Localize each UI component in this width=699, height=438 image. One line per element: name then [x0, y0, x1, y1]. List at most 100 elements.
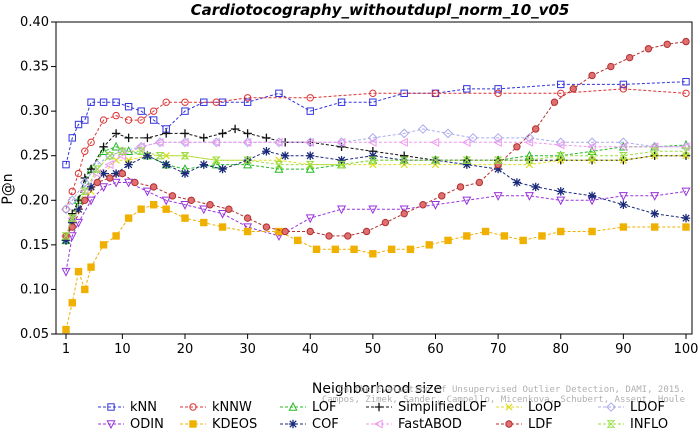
data-point-cof [337, 155, 346, 165]
data-point-inflo [67, 214, 77, 222]
x-tick-label: 100 [674, 342, 699, 357]
data-point-inflo [556, 152, 566, 160]
data-point-simplifiedlof [180, 129, 190, 138]
data-point-ldf [81, 196, 89, 204]
x-tick-label: 20 [177, 342, 194, 357]
data-point-cof [493, 164, 503, 174]
data-point-lof [305, 163, 315, 173]
legend-item-odin: ODIN [98, 417, 164, 432]
data-point-knn [68, 134, 76, 142]
legend-item-knnw: kNNW [180, 400, 252, 415]
legend-label: LDOF [630, 400, 665, 415]
data-point-knn [682, 78, 690, 86]
data-point-ldf [187, 196, 195, 204]
data-point-simplifiedlof [243, 129, 252, 138]
data-point-odin [462, 196, 472, 206]
data-point-simplifiedlof [99, 142, 108, 151]
data-point-ldf [381, 218, 390, 227]
data-point-ldf [588, 71, 596, 80]
data-point-fastabod [92, 169, 102, 179]
y-tick-label: 0.30 [20, 104, 49, 119]
series-ldf [62, 37, 690, 240]
series-knnw [62, 85, 690, 213]
data-point-knn [369, 98, 377, 106]
data-point-cof [199, 160, 208, 169]
data-point-knn [463, 85, 471, 93]
data-point-kdeos [331, 245, 339, 254]
data-point-lof [243, 159, 253, 169]
data-point-ldf [262, 223, 271, 231]
legend-label: LoOP [528, 400, 561, 415]
data-point-ldf [419, 201, 427, 209]
data-point-knnw [137, 116, 145, 124]
series-line-fastabod [65, 141, 686, 237]
series-line-simplifiedlof [65, 128, 686, 241]
x-axis: 1 10 20 30 40 50 60 70 80 90 100 [62, 334, 699, 357]
data-point-knnw [124, 116, 133, 124]
data-point-knnw [68, 187, 76, 196]
data-point-inflo [92, 165, 102, 173]
x-tick-label: 60 [427, 342, 444, 357]
data-point-odin [337, 205, 347, 215]
legend-item-knn: kNN [98, 400, 157, 415]
data-point-kdeos [162, 205, 170, 213]
data-point-ldf [400, 209, 408, 218]
data-point-ldof [587, 137, 597, 148]
legend-item-fastabod: FastABOD [366, 417, 462, 432]
data-point-ldf [243, 214, 252, 222]
legend-label: kNN [130, 400, 157, 415]
data-point-cof [280, 151, 290, 160]
data-point-inflo [618, 152, 628, 160]
data-point-kdeos [87, 263, 95, 271]
data-point-odin [199, 205, 209, 215]
data-point-kdeos [682, 223, 690, 231]
data-point-knn [149, 116, 158, 124]
data-point-lof [587, 146, 597, 155]
x-tick-label: 50 [365, 342, 382, 357]
series-line-kdeos [65, 204, 686, 330]
data-point-fastabod [154, 137, 164, 147]
data-point-ldf [225, 205, 233, 213]
data-point-knn [306, 107, 314, 115]
data-point-knn [87, 98, 95, 106]
data-point-simplifiedlof [230, 124, 240, 134]
data-point-knn [243, 98, 252, 106]
series-inflo [61, 147, 691, 240]
data-point-kdeos [74, 267, 83, 276]
data-point-knnw [181, 98, 189, 106]
data-point-ldof [367, 132, 378, 143]
data-point-odin [650, 192, 660, 201]
data-point-kdeos [124, 214, 133, 222]
series-line-lof [65, 144, 687, 241]
data-point-fastabod [336, 137, 346, 147]
data-point-ldof [67, 195, 78, 206]
data-point-fastabod [399, 137, 408, 147]
data-point-kdeos [500, 232, 509, 240]
data-point-knnw [162, 98, 170, 106]
data-point-cof [306, 151, 315, 160]
data-point-inflo [462, 156, 472, 164]
data-point-simplifiedlof [218, 129, 227, 138]
data-point-inflo [61, 232, 71, 240]
data-point-fastabod [430, 137, 440, 147]
data-point-knnw [149, 107, 158, 115]
data-point-knnw [557, 89, 565, 98]
data-point-kdeos [137, 205, 145, 213]
data-point-knn [181, 107, 189, 115]
data-point-odin [368, 205, 378, 215]
legend-label: SimplifiedLOF [398, 400, 487, 415]
data-point-fastabod [555, 140, 565, 150]
data-point-cof [111, 169, 121, 178]
series-line-knnw [65, 88, 687, 210]
x-tick-label: 90 [615, 342, 632, 357]
data-point-ldf [149, 183, 158, 191]
x-tick-label: 40 [302, 342, 319, 357]
data-point-fastabod [117, 151, 127, 161]
data-point-cof [99, 169, 108, 178]
data-point-odin [124, 178, 134, 188]
data-point-lof [274, 163, 284, 173]
data-point-inflo [305, 160, 315, 169]
data-point-odin [67, 232, 77, 242]
legend-marker [189, 420, 197, 428]
data-point-ldf [475, 178, 484, 187]
